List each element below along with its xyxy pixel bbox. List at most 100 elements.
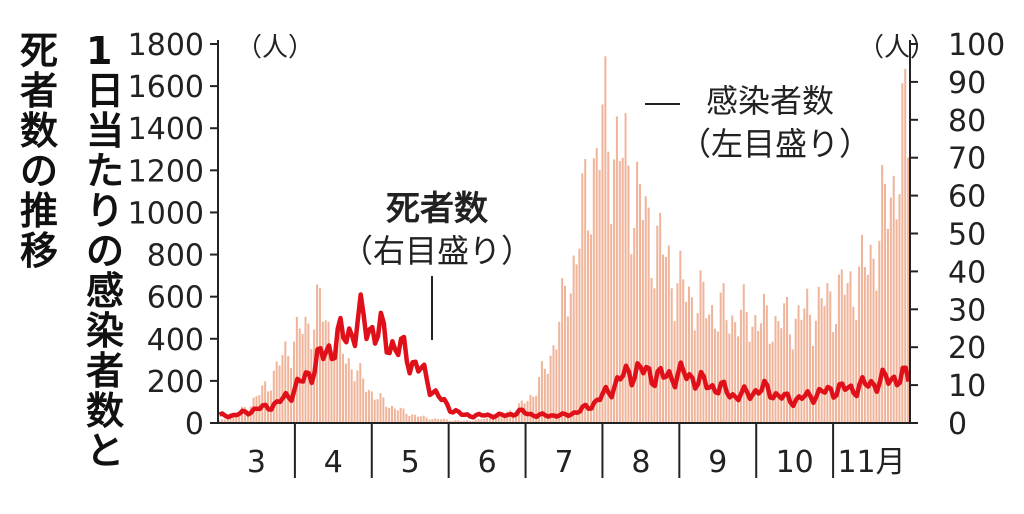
- infection-bar: [281, 355, 284, 423]
- infection-bar: [414, 414, 417, 423]
- title-char: 1: [86, 29, 112, 73]
- death-annotation-sub: （右目盛り）: [341, 232, 533, 270]
- infection-bar: [382, 397, 385, 423]
- infection-annotation: 感染者数: [706, 82, 834, 120]
- infection-bar: [886, 228, 889, 423]
- infection-bar: [503, 413, 506, 423]
- infection-bar: [402, 408, 405, 423]
- infection-bar: [739, 309, 742, 423]
- infection-bar: [846, 283, 849, 423]
- infection-bar: [624, 113, 627, 424]
- infection-bar: [690, 297, 693, 423]
- infection-bar: [852, 306, 855, 423]
- title-char: 数: [86, 389, 124, 433]
- x-axis-months: 3 4 5 6 7 8 9 10 11月: [247, 423, 906, 480]
- infection-bar: [575, 264, 578, 423]
- left-tick-label: 400: [147, 323, 204, 358]
- month-label: 8: [631, 445, 650, 480]
- death-annotation: 死者数: [386, 189, 488, 229]
- left-tick-label: 1200: [128, 154, 204, 189]
- infection-bar: [318, 288, 321, 423]
- infection-bar: [762, 293, 765, 423]
- infection-bar: [546, 373, 549, 423]
- infection-bar: [396, 410, 399, 423]
- infection-bar: [656, 225, 659, 423]
- infection-bar: [232, 416, 235, 423]
- infection-bar: [246, 410, 249, 423]
- infection-bar: [287, 355, 290, 423]
- infection-bar: [304, 316, 307, 423]
- infection-bar: [832, 332, 835, 423]
- infection-bar: [872, 258, 875, 423]
- infection-bar: [601, 104, 604, 424]
- infection-bar: [491, 419, 494, 423]
- infection-bar: [440, 419, 443, 423]
- infection-bar: [321, 321, 324, 423]
- infection-bar: [667, 245, 670, 423]
- infection-bar: [699, 270, 702, 423]
- infection-bar: [347, 358, 350, 423]
- infection-bar: [855, 320, 858, 423]
- left-tick-label: 1400: [128, 112, 204, 147]
- infection-bar: [794, 318, 797, 423]
- infection-bar: [869, 244, 872, 423]
- infection-bar: [895, 219, 898, 423]
- infection-bar: [388, 407, 391, 423]
- infection-bar: [379, 393, 382, 423]
- infection-bar: [543, 368, 546, 423]
- infection-bar: [552, 345, 555, 423]
- infection-bar: [558, 321, 561, 423]
- infection-bar: [604, 56, 607, 424]
- infection-bar: [457, 420, 460, 423]
- infection-bar: [463, 420, 466, 423]
- infection-bar: [238, 412, 241, 423]
- infection-bar: [589, 234, 592, 423]
- annotations: 死者数（右目盛り） 感染者数 （左目盛り）: [341, 82, 871, 340]
- infection-bar: [425, 417, 428, 423]
- infection-bar: [676, 283, 679, 423]
- month-label: 3: [247, 445, 266, 480]
- infection-bar: [768, 343, 771, 423]
- infection-bar: [460, 420, 463, 423]
- infection-bar: [561, 278, 564, 423]
- infection-bar: [454, 420, 457, 423]
- infection-bar: [791, 349, 794, 423]
- infection-bar: [229, 417, 232, 423]
- title-char: の: [86, 229, 124, 273]
- infection-bar: [584, 159, 587, 424]
- infection-bar: [647, 207, 650, 423]
- infection-bar: [223, 419, 226, 423]
- infection-bar: [540, 361, 543, 423]
- left-tick-label: 800: [147, 239, 204, 274]
- infection-bar: [434, 418, 437, 423]
- infection-bar: [405, 413, 408, 423]
- title-char: 数: [20, 109, 58, 153]
- infection-bar: [641, 219, 644, 423]
- infection-bar: [422, 415, 425, 423]
- infection-bar: [275, 361, 278, 423]
- infection-bar: [814, 320, 817, 423]
- infection-bar: [809, 314, 812, 423]
- infection-bar: [615, 116, 618, 424]
- title-char: た: [86, 149, 124, 193]
- infection-bar: [786, 296, 789, 423]
- infection-bar: [298, 328, 301, 423]
- infection-bar: [330, 350, 333, 423]
- right-tick-label: 0: [948, 407, 967, 442]
- infection-bar: [365, 391, 368, 423]
- infection-bar: [538, 377, 541, 423]
- infection-bar: [638, 184, 641, 423]
- left-tick-label: 600: [147, 281, 204, 316]
- month-label: 4: [324, 445, 343, 480]
- infection-bar: [664, 256, 667, 423]
- infection-bar: [549, 355, 552, 423]
- infection-bar: [901, 83, 904, 423]
- infection-bar: [465, 420, 468, 423]
- infection-bar: [581, 173, 584, 423]
- infection-bar: [705, 318, 708, 423]
- infection-bar: [633, 228, 636, 423]
- infection-bar: [613, 159, 616, 423]
- month-label: 7: [554, 445, 573, 480]
- infection-bar: [722, 283, 725, 423]
